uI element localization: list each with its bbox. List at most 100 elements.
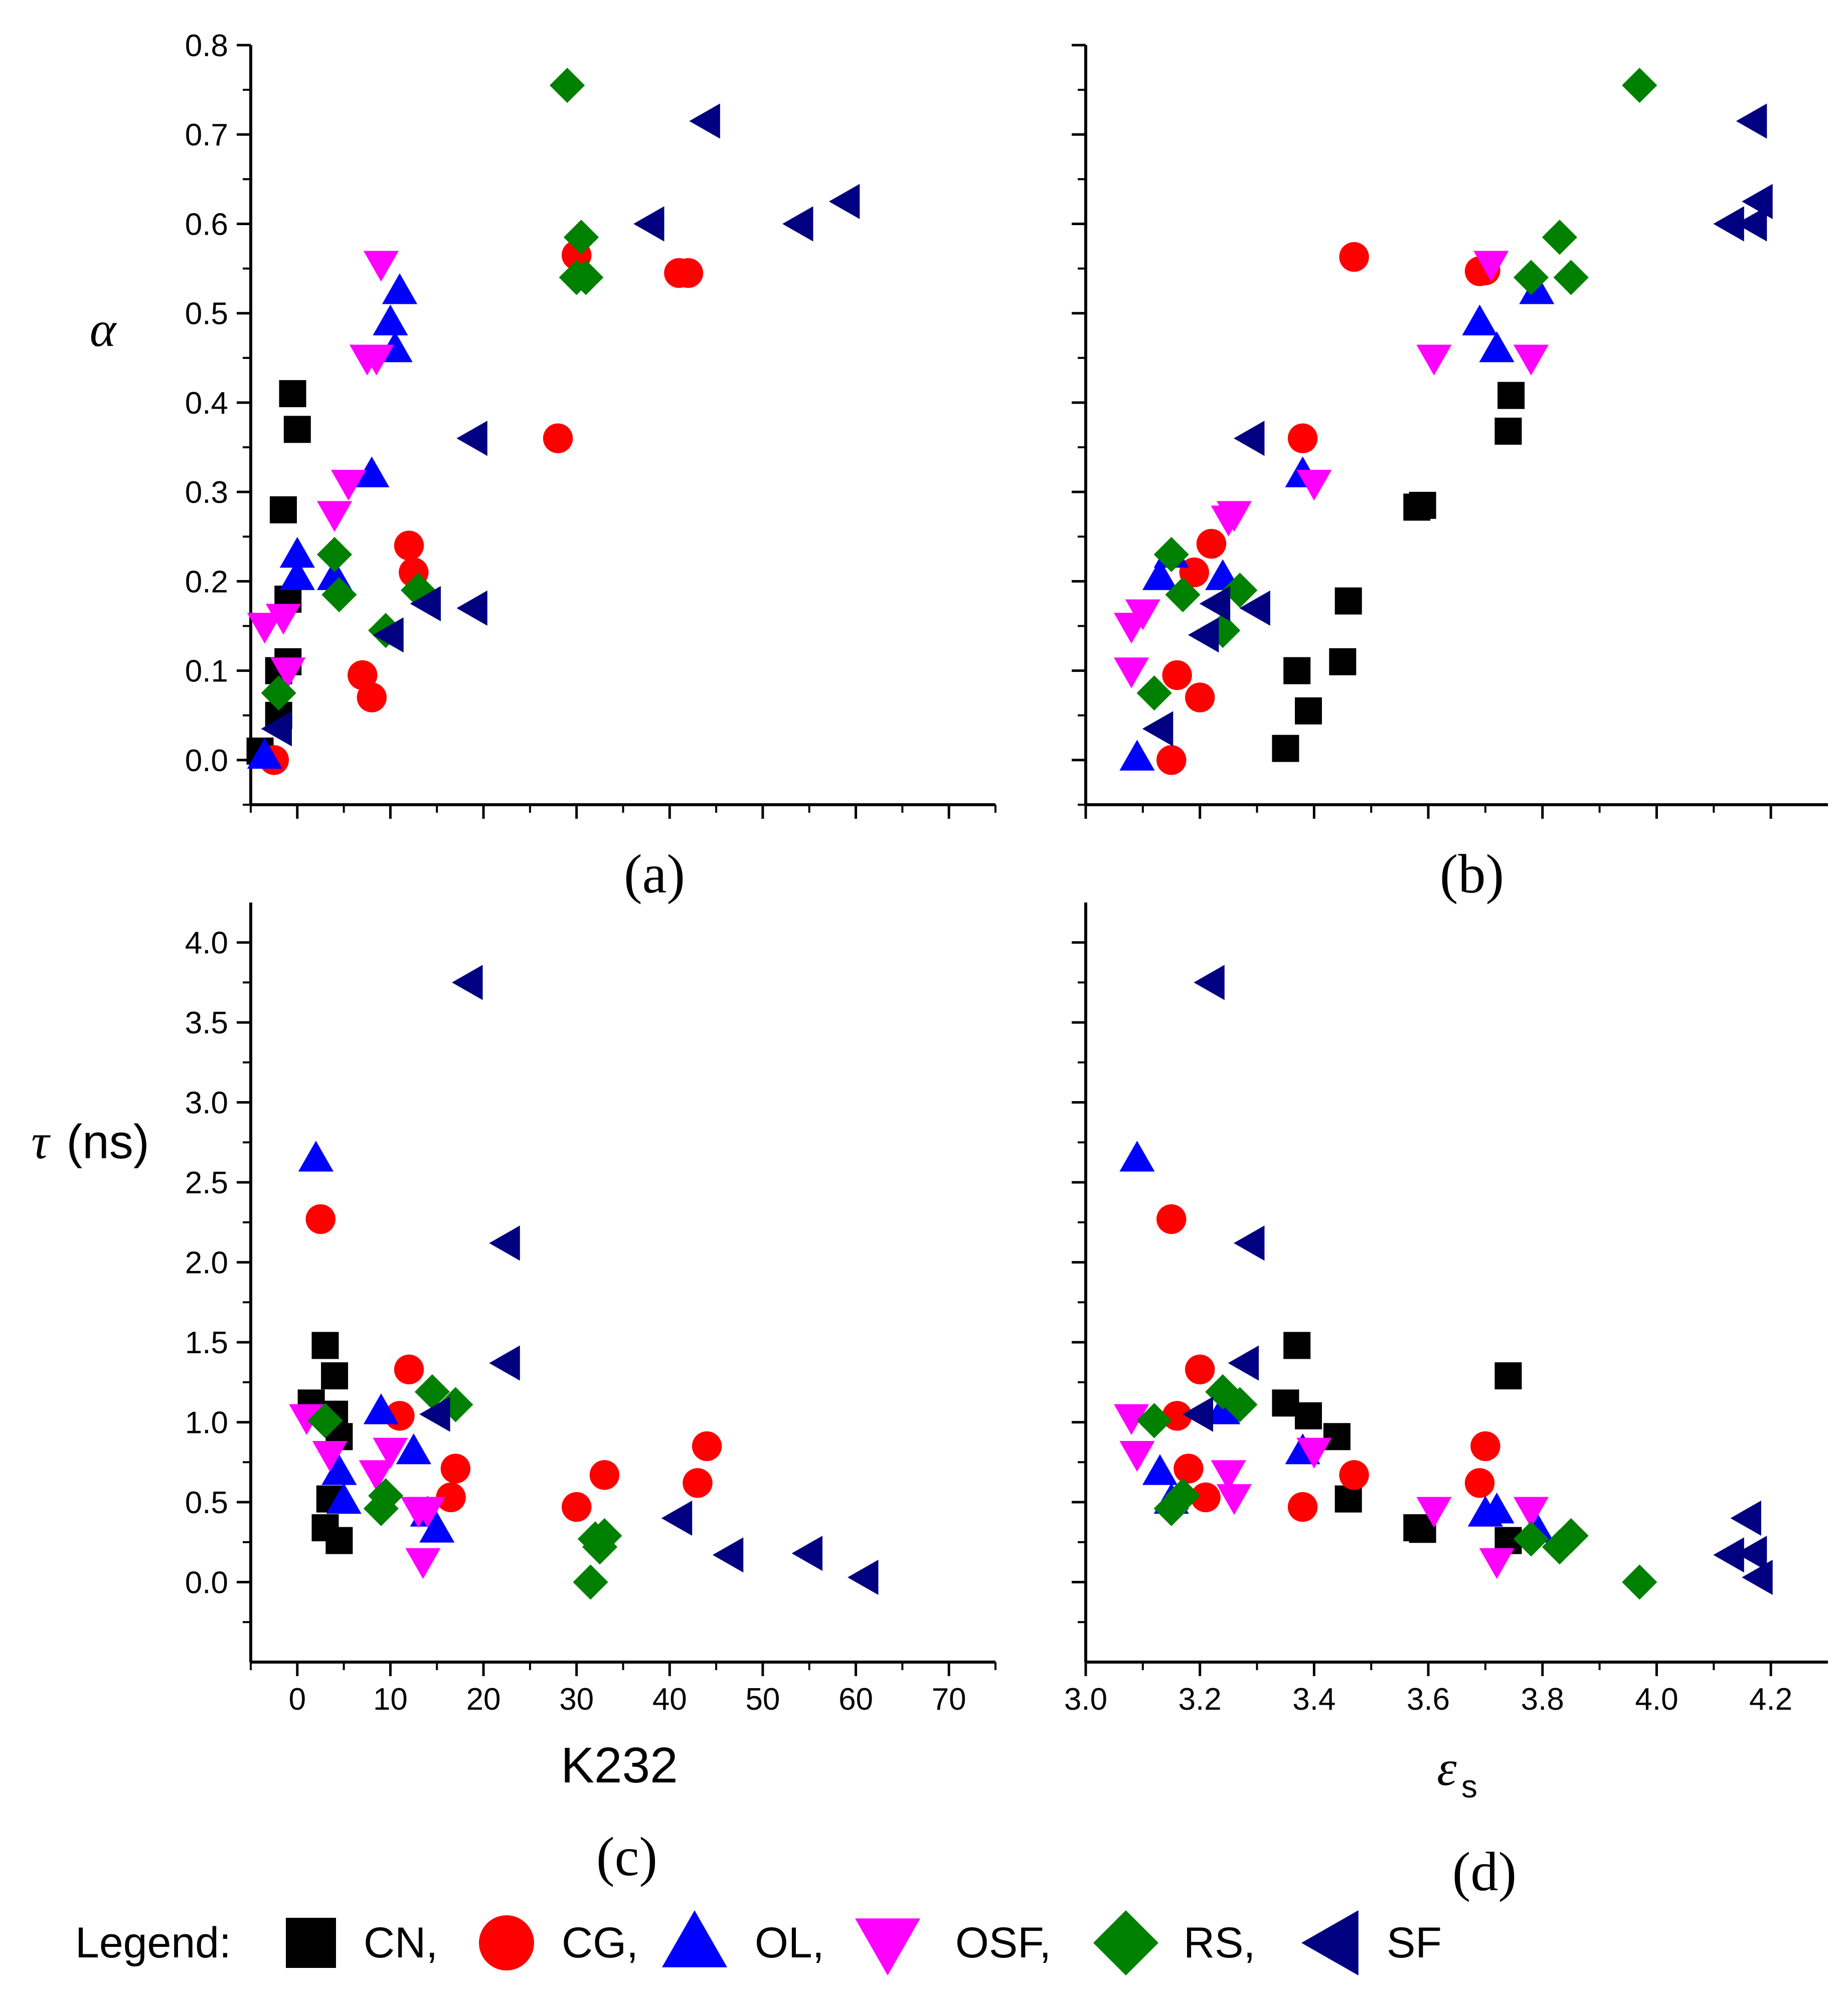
point-sf — [261, 711, 292, 747]
point-sf — [410, 586, 441, 622]
point-osf — [410, 1497, 445, 1528]
x-tick-label: 30 — [559, 1682, 594, 1717]
point-cg — [589, 1460, 620, 1490]
point-sf — [373, 617, 404, 653]
point-cg — [1339, 1460, 1369, 1490]
legend-marker-cg — [479, 1915, 534, 1970]
point-ol — [247, 738, 282, 769]
point-rs — [587, 1518, 622, 1554]
point-ol — [373, 304, 408, 335]
point-cn — [1323, 1423, 1351, 1451]
legend-marker-osf — [855, 1918, 920, 1975]
y-tick-label: 0.7 — [185, 118, 228, 152]
x-tick-label: 10 — [373, 1682, 408, 1717]
point-osf — [1416, 1497, 1452, 1528]
legend-marker-ol — [662, 1910, 727, 1967]
point-rs — [563, 220, 599, 255]
point-cn — [321, 1362, 349, 1390]
point-cn — [1283, 1332, 1311, 1359]
x-axis-title-epsilon: ε s — [1437, 1740, 1477, 1804]
point-rs — [1165, 577, 1201, 613]
series-sf — [419, 965, 879, 1595]
panel-d: 3.0 3.2 3.4 3.6 3.8 4.0 4.2 — [1064, 902, 1828, 1717]
point-osf — [330, 470, 367, 501]
point-rs — [307, 1403, 343, 1438]
point-osf — [1416, 344, 1452, 376]
series-rs — [307, 1374, 622, 1600]
point-sf — [1730, 1500, 1761, 1536]
point-cg — [1173, 1454, 1204, 1484]
point-rs — [316, 536, 353, 573]
point-ol — [1479, 331, 1515, 362]
point-osf — [1479, 1548, 1515, 1579]
point-cn — [1494, 1362, 1522, 1390]
point-sf — [633, 206, 664, 242]
panel-c: 0.0 0.5 1.0 1.5 2.0 2.5 3.0 3.5 4.0 0 10 20 30 40 50 60… — [185, 902, 996, 1717]
point-osf — [1211, 1460, 1246, 1491]
point-rs — [1622, 68, 1657, 103]
y-axis-title-tau-unit: (ns) — [66, 1115, 149, 1169]
point-sf — [1742, 1559, 1773, 1595]
point-osf — [1125, 599, 1160, 630]
y-tick-label: 0.0 — [185, 1566, 228, 1600]
point-cg — [1464, 1468, 1495, 1498]
point-sf — [1234, 421, 1265, 456]
point-cg — [440, 1454, 471, 1484]
point-cg — [692, 1431, 722, 1462]
x-tick-label: 3.8 — [1521, 1682, 1564, 1717]
point-sf — [848, 1559, 879, 1595]
point-osf — [289, 1404, 324, 1435]
x-tick-label: 50 — [745, 1682, 780, 1717]
point-ol — [1119, 740, 1155, 771]
point-cn — [1494, 417, 1522, 445]
point-sf — [1239, 590, 1270, 626]
series-ol — [298, 1141, 455, 1543]
series-sf — [1182, 965, 1773, 1595]
point-osf — [1513, 1497, 1549, 1528]
point-cg — [1162, 660, 1192, 690]
point-cn — [1283, 657, 1311, 684]
point-cn — [1409, 491, 1436, 519]
point-sf — [1194, 965, 1225, 1000]
point-cn — [1334, 587, 1362, 615]
point-cg — [357, 682, 387, 712]
point-cg — [673, 258, 704, 288]
point-osf — [1119, 1441, 1155, 1472]
legend-label-cn: CN, — [364, 1919, 438, 1967]
series-rs — [1136, 1374, 1657, 1600]
point-rs — [1222, 1387, 1258, 1422]
point-sf — [1742, 184, 1773, 220]
x-tick-label: 3.2 — [1179, 1682, 1222, 1717]
point-ol — [279, 536, 315, 568]
series-sf — [261, 103, 860, 747]
series-osf — [1113, 1404, 1549, 1579]
x-tick-label: 3.0 — [1064, 1682, 1107, 1717]
x-tick-label: 3.4 — [1292, 1682, 1335, 1717]
series-cg — [1156, 242, 1500, 775]
point-sf — [1713, 206, 1744, 242]
point-cg — [394, 530, 424, 561]
point-osf — [1216, 1484, 1252, 1515]
point-sf — [1188, 617, 1219, 653]
point-sf — [661, 1500, 693, 1536]
series-rs — [1136, 68, 1657, 711]
series-osf — [247, 251, 399, 688]
point-sf — [1199, 586, 1231, 622]
series-sf — [1142, 103, 1773, 747]
point-rs — [1513, 260, 1549, 295]
point-cg — [1185, 1354, 1215, 1385]
y-tick-label: 0.1 — [185, 654, 228, 689]
point-sf — [1182, 1396, 1214, 1432]
point-osf — [405, 1548, 441, 1579]
point-rs — [368, 1478, 404, 1514]
point-sf — [689, 103, 720, 139]
point-sf — [1736, 103, 1767, 139]
y-tick-label: 0.3 — [185, 475, 228, 510]
point-rs — [1622, 1564, 1657, 1600]
point-ol — [326, 1483, 362, 1514]
point-cg — [394, 1354, 424, 1385]
point-sf — [712, 1537, 744, 1573]
panel-d-label: (d) — [1452, 1841, 1517, 1902]
point-rs — [321, 577, 357, 613]
